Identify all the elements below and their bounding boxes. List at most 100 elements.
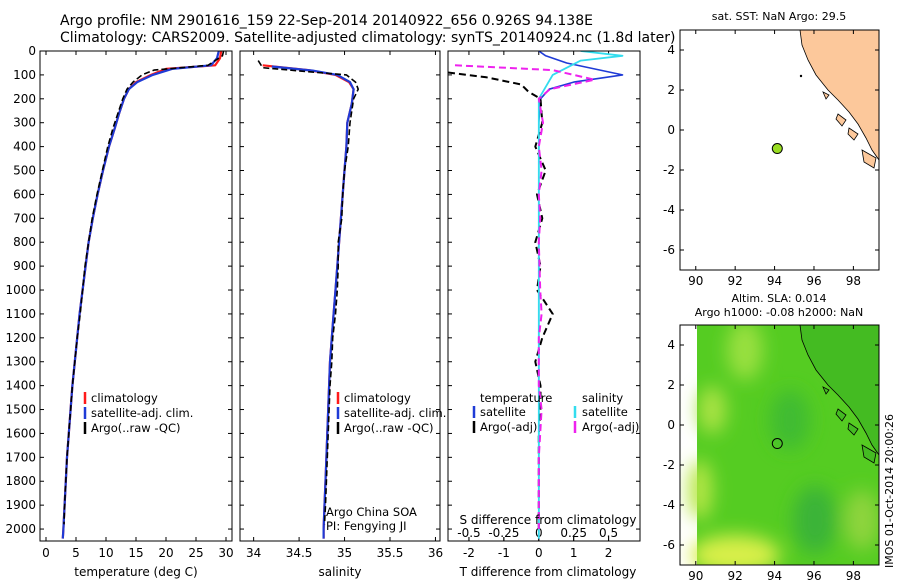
salinity-xlabel: salinity — [318, 565, 361, 579]
salinity-xtick-label: 36 — [428, 546, 443, 560]
temperature-xtick-label: 0 — [42, 546, 50, 560]
temperature-legend-climatology: climatology — [91, 391, 158, 405]
temperature-ytick-label: 500 — [13, 164, 36, 178]
difference-xtick-label: 2 — [605, 546, 613, 560]
difference-legend-t-argo: Argo(-adj) — [480, 420, 537, 434]
figure-title-line1: Argo profile: NM 2901616_159 22-Sep-2014… — [60, 13, 593, 29]
sla-map-ytick-label: 0 — [667, 418, 675, 432]
salinity-series — [257, 60, 360, 539]
sla-map-island-3 — [847, 422, 859, 436]
temperature-xtick-label: 30 — [218, 546, 233, 560]
sla-map-island-1 — [822, 386, 830, 395]
salinity-series-line-2 — [257, 60, 360, 525]
sst-map-ytick-label: -2 — [663, 163, 675, 177]
sla-map-argo-marker — [771, 438, 783, 450]
temperature-ytick-label: 1700 — [5, 450, 36, 464]
difference-legend-t-satellite: satellite — [480, 405, 526, 419]
temperature-ytick-label: 1200 — [5, 331, 36, 345]
salinity-xtick-label: 35.5 — [377, 546, 404, 560]
sla-map-ytick-label: -6 — [663, 538, 675, 552]
sst-map-xtick-label: 92 — [728, 274, 743, 288]
difference-series-line-0 — [537, 51, 624, 539]
temperature-xlabel: temperature (deg C) — [74, 565, 197, 579]
temperature-series-line-2 — [63, 51, 225, 525]
temperature-ytick-label: 0 — [28, 44, 36, 58]
difference-series-line-3 — [454, 64, 596, 529]
sst-map-ytick-label: 4 — [667, 43, 675, 57]
difference-top-scale-tick-label: -0.5 — [457, 526, 480, 540]
temperature-ytick-label: 1400 — [5, 379, 36, 393]
temperature-legend-satellite: satellite-adj. clim. — [91, 406, 193, 420]
temperature-ytick-label: 1500 — [5, 403, 36, 417]
difference-panel: -2 -1 0 1 2-0.5 -0.25 0 0.25 0.5 T difference fr… — [447, 50, 641, 579]
temperature-ticks: 0 5 10 15 20 25 300100200300400500600700800900… — [5, 44, 233, 560]
sla-map-xtick-label: 92 — [728, 569, 743, 580]
sst-map-ytick-label: -4 — [663, 203, 675, 217]
salinity-legend-argo: Argo(..raw -QC) — [344, 421, 434, 435]
difference-xtick-label: -1 — [498, 546, 510, 560]
sla-map-ticks: 90 92 94 96 98 4 2 0 -2 -4 -6 — [663, 325, 879, 580]
sst-map-frame — [679, 29, 880, 271]
temperature-series — [61, 51, 225, 539]
salinity-ticks: 34 34.5 35 35.5 36 — [240, 50, 443, 560]
sla-map-field — [688, 325, 879, 565]
difference-legend-title-temperature: temperature — [480, 391, 552, 405]
temperature-panel: 0 5 10 15 20 25 300100200300400500600700800900… — [5, 44, 233, 579]
temperature-ytick-label: 1600 — [5, 426, 36, 440]
sla-anomaly-6 — [844, 490, 879, 550]
sst-map-xtick-label: 94 — [767, 274, 782, 288]
difference-legend-title-salinity: salinity — [582, 391, 623, 405]
sst-map-land — [799, 30, 879, 169]
sst-map-ytick-label: 2 — [667, 83, 675, 97]
salinity-legend: climatology satellite-adj. clim. Argo(..… — [336, 391, 446, 435]
sla-map-ytick-label: 2 — [667, 378, 675, 392]
sla-map-island-2 — [835, 408, 847, 422]
sla-anomaly-7 — [688, 460, 712, 520]
temperature-xtick-label: 5 — [72, 546, 80, 560]
temperature-ytick-label: 2000 — [5, 522, 36, 536]
sla-map-xtick-label: 90 — [688, 569, 703, 580]
salinity-plot-frame — [239, 50, 441, 542]
difference-legend-s-satellite: satellite — [582, 405, 628, 419]
sst-map-ticks: 90 92 94 96 98 4 2 0 -2 -4 -6 — [663, 30, 879, 288]
difference-plot-frame — [447, 50, 641, 542]
sla-map-sumatra-coast — [799, 325, 879, 456]
sst-map-panel: sat. SST: NaN Argo: 29.5 90 92 94 96 98 4 2 0 -2… — [663, 10, 880, 288]
temperature-ytick-label: 1000 — [5, 283, 36, 297]
sst-map-island-2 — [835, 113, 847, 127]
sla-map-panel: Altim. SLA: 0.014 Argo h1000: -0.08 h200… — [663, 292, 880, 580]
sla-anomaly-1 — [727, 325, 763, 380]
sla-map-points — [771, 438, 783, 450]
temperature-ytick-label: 700 — [13, 211, 36, 225]
difference-legend: temperature salinity satellite Argo(-adj… — [472, 391, 639, 434]
sla-anomaly-3 — [690, 535, 780, 565]
temperature-legend-argo: Argo(..raw -QC) — [91, 421, 181, 435]
difference-ticks: -2 -1 0 1 2-0.5 -0.25 0 0.25 0.5 — [448, 50, 640, 560]
temperature-legend: climatology satellite-adj. clim. Argo(..… — [83, 391, 193, 435]
difference-xtick-label: -2 — [463, 546, 475, 560]
temperature-xtick-label: 25 — [188, 546, 203, 560]
salinity-panel: 34 34.5 35 35.5 36 salinity climatology sate… — [239, 50, 446, 579]
sst-map-islet — [799, 74, 803, 78]
temperature-series-line-0 — [61, 51, 223, 539]
difference-top-scale-tick-label: 0.5 — [599, 526, 618, 540]
sla-map-title-line2: Argo h1000: -0.08 h2000: NaN — [695, 306, 864, 319]
temperature-ytick-label: 200 — [13, 92, 36, 106]
difference-xlabel: T difference from climatology — [459, 565, 637, 579]
sst-map-points — [771, 143, 783, 155]
sla-map-ytick-label: -2 — [663, 458, 675, 472]
sla-map-xtick-label: 94 — [767, 569, 782, 580]
difference-legend-s-argo: Argo(-adj) — [582, 420, 639, 434]
sla-field-anomalies — [688, 325, 879, 565]
temperature-ytick-label: 100 — [13, 68, 36, 82]
salinity-legend-climatology: climatology — [344, 391, 411, 405]
sst-map-island-4 — [861, 149, 877, 169]
temperature-ytick-label: 800 — [13, 235, 36, 249]
sla-map-frame — [679, 324, 880, 566]
temperature-ytick-label: 600 — [13, 187, 36, 201]
difference-top-scale-tick-label: -0.25 — [488, 526, 519, 540]
difference-series — [448, 51, 624, 539]
temperature-xtick-label: 20 — [158, 546, 173, 560]
temperature-ytick-label: 1900 — [5, 498, 36, 512]
